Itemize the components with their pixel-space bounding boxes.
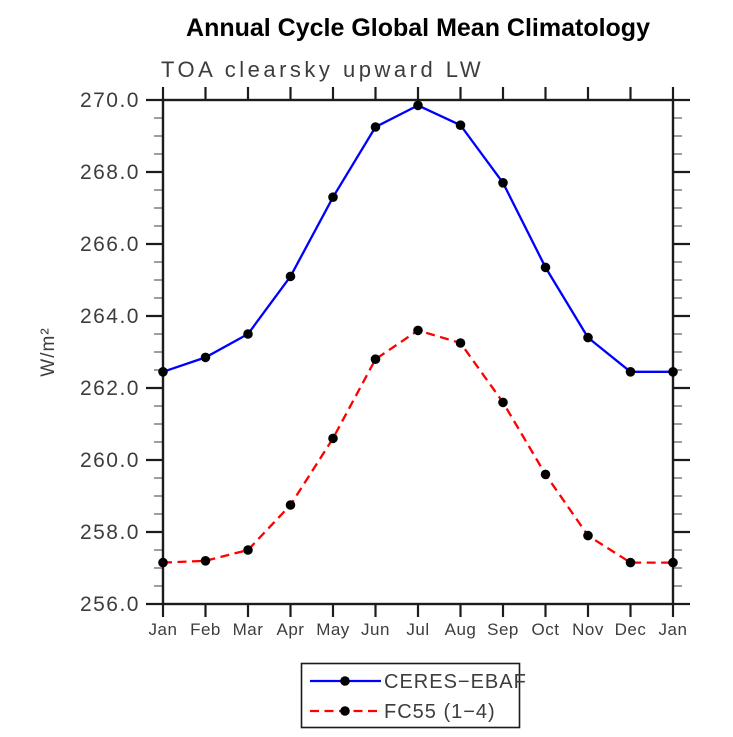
y-axis-tick-label: 256.0 xyxy=(80,593,140,616)
y-axis-tick-label: 268.0 xyxy=(80,161,140,184)
data-point-marker-fc55-1-4 xyxy=(498,397,508,408)
x-axis-tick-label: Aug xyxy=(445,620,477,639)
data-point-marker-fc55-1-4 xyxy=(668,557,678,568)
y-axis-tick-label: 266.0 xyxy=(80,233,140,256)
data-point-marker-ceres-ebaf xyxy=(328,192,338,202)
x-axis-tick-label: Mar xyxy=(233,620,264,639)
y-axis-tick-label: 264.0 xyxy=(80,305,140,328)
legend-box xyxy=(300,662,521,729)
x-axis-tick-label: Feb xyxy=(190,620,221,639)
data-point-marker-fc55-1-4 xyxy=(243,545,253,555)
y-axis-title: W/m² xyxy=(38,327,59,376)
y-axis-tick-label: 270.0 xyxy=(80,89,140,112)
data-point-marker-ceres-ebaf xyxy=(583,332,593,343)
data-point-marker-ceres-ebaf xyxy=(625,367,636,377)
x-axis-tick-label: Jun xyxy=(361,620,390,639)
legend-marker-sample xyxy=(340,676,350,686)
data-point-marker-fc55-1-4 xyxy=(370,354,381,365)
x-axis-tick-label: May xyxy=(316,620,350,639)
data-point-marker-ceres-ebaf xyxy=(498,178,508,188)
y-axis-tick-label: 260.0 xyxy=(80,449,140,472)
x-axis-tick-label: Oct xyxy=(532,620,560,639)
x-axis-tick-label: Apr xyxy=(277,620,305,639)
legend-label: FC55 (1−4) xyxy=(384,701,496,723)
data-point-marker-ceres-ebaf xyxy=(243,329,253,339)
data-point-marker-fc55-1-4 xyxy=(625,557,636,568)
x-axis-tick-label: Jan xyxy=(149,620,178,639)
axes: 256.0 258.0 260.0 262.0 264.0 266.0 268.0 270.0… xyxy=(38,87,690,639)
data-point-marker-fc55-1-4 xyxy=(158,557,168,568)
data-point-marker-fc55-1-4 xyxy=(540,469,551,480)
y-axis-tick-label: 262.0 xyxy=(80,377,140,400)
data-point-marker-fc55-1-4 xyxy=(328,433,338,444)
data-point-marker-ceres-ebaf xyxy=(413,100,423,111)
data-point-marker-ceres-ebaf xyxy=(285,271,296,282)
data-point-marker-ceres-ebaf xyxy=(540,262,551,273)
x-axis-tick-label: Sep xyxy=(487,620,519,639)
data-point-marker-fc55-1-4 xyxy=(583,530,593,541)
chart-title: Annual Cycle Global Mean Climatology xyxy=(186,14,650,42)
plot-frame xyxy=(161,98,675,606)
data-point-marker-ceres-ebaf xyxy=(158,367,168,377)
legend-label: CERES−EBAF xyxy=(384,671,527,693)
data-point-marker-fc55-1-4 xyxy=(285,500,296,510)
x-axis-tick-label: Nov xyxy=(572,620,604,639)
chart-subtitle: TOA clearsky upward LW xyxy=(161,57,485,82)
data-point-marker-ceres-ebaf xyxy=(370,122,381,132)
legend: CERES−EBAF FC55 (1−4) xyxy=(300,662,527,729)
data-point-marker-fc55-1-4 xyxy=(413,325,423,336)
data-point-marker-ceres-ebaf xyxy=(455,120,466,130)
y-axis-tick-label: 258.0 xyxy=(80,521,140,544)
x-axis-tick-label: Jan xyxy=(659,620,688,639)
x-axis-tick-label: Jul xyxy=(406,620,429,639)
series-line-fc55-1-4 xyxy=(162,329,673,564)
x-axis-tick-label: Dec xyxy=(615,620,647,639)
data-point-marker-fc55-1-4 xyxy=(200,556,211,566)
data-point-marker-fc55-1-4 xyxy=(455,338,466,348)
data-point-marker-ceres-ebaf xyxy=(200,352,211,363)
legend-marker-sample xyxy=(340,706,350,716)
data-point-marker-ceres-ebaf xyxy=(668,367,678,377)
